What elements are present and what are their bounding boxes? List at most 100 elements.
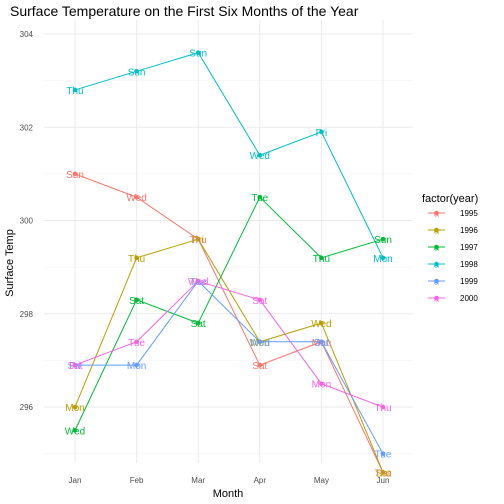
data-point xyxy=(380,470,386,475)
legend-label: 1996 xyxy=(460,226,478,235)
x-tick-label: Apr xyxy=(254,476,267,485)
legend-label: 1998 xyxy=(460,260,478,269)
series-line-1998 xyxy=(74,52,384,259)
data-label: Mon xyxy=(127,361,146,372)
data-point xyxy=(380,236,386,242)
point-labels: SunWedThuSatMonThuMonThuFriMonWedSatWedS… xyxy=(65,49,393,480)
data-label: Tue xyxy=(251,193,268,204)
data-label: Sat xyxy=(375,468,390,479)
legend-key-letter: a xyxy=(434,277,439,287)
data-label: Thu xyxy=(66,86,83,97)
legend-key-point xyxy=(434,210,439,216)
data-label: Wed xyxy=(250,338,270,349)
data-point xyxy=(195,278,201,284)
x-tick-label: Jan xyxy=(69,476,82,485)
data-label: Wed xyxy=(65,426,85,437)
data-label: Wed xyxy=(311,319,331,330)
data-label: Sat xyxy=(129,296,144,307)
data-point xyxy=(257,194,263,200)
data-point xyxy=(319,320,324,326)
y-tick-label: 300 xyxy=(20,217,34,226)
data-point xyxy=(319,381,324,387)
legend-key-point xyxy=(434,278,439,284)
legend-label: 1997 xyxy=(460,243,478,252)
data-label: Thu xyxy=(374,403,391,414)
data-label: Sat xyxy=(191,319,206,330)
data-point xyxy=(134,194,139,200)
legend-key-point xyxy=(434,244,439,250)
data-point xyxy=(319,339,324,345)
data-point xyxy=(134,255,139,261)
data-point xyxy=(195,320,201,326)
data-point xyxy=(134,297,139,303)
data-label: Fri xyxy=(316,128,328,139)
data-label: Sat xyxy=(252,361,267,372)
data-label: Mon xyxy=(312,380,331,391)
data-label: Mon xyxy=(312,338,331,349)
x-tick-label: Feb xyxy=(130,476,144,485)
data-label: Mon xyxy=(65,403,84,414)
data-point xyxy=(72,404,78,410)
data-label: Wed xyxy=(126,193,146,204)
legend: factor(year) a 1995 a 1996 a 1997 a 1998 a 1999 a 2… xyxy=(422,193,478,304)
data-point xyxy=(380,255,386,261)
data-label: Tue xyxy=(375,450,392,461)
data-point xyxy=(72,362,78,368)
data-label: Sun xyxy=(128,67,146,78)
data-point xyxy=(319,129,324,135)
x-axis-ticks: Jan Feb Mar Apr May Jun xyxy=(69,476,390,485)
legend-key-letter: a xyxy=(434,243,439,253)
x-tick-label: Mar xyxy=(191,476,205,485)
data-point xyxy=(134,362,139,368)
data-label: Mon xyxy=(250,338,269,349)
data-label: Thu xyxy=(374,468,391,479)
data-label: Sat xyxy=(252,296,267,307)
data-point xyxy=(72,428,78,433)
data-point xyxy=(380,451,386,456)
data-label: Thu xyxy=(313,254,330,265)
legend-label: 1999 xyxy=(460,277,478,286)
legend-key-point xyxy=(434,261,439,267)
x-tick-label: May xyxy=(314,476,329,485)
series-line-1996 xyxy=(74,238,384,473)
data-point xyxy=(257,297,263,303)
legend-label: 2000 xyxy=(460,294,478,303)
data-point xyxy=(195,236,201,242)
legend-key-point xyxy=(434,295,439,301)
series-line-1997 xyxy=(74,196,384,431)
series-line-2000 xyxy=(74,280,384,408)
data-label: Sun xyxy=(66,170,84,181)
legend-key-letter: a xyxy=(434,294,439,304)
series-line-1995 xyxy=(74,173,384,473)
data-label: Sat xyxy=(314,338,329,349)
data-point xyxy=(72,171,78,177)
y-tick-label: 304 xyxy=(20,30,34,39)
series-line-1999 xyxy=(75,280,384,454)
data-label: Sat xyxy=(67,361,82,372)
data-point xyxy=(380,404,386,410)
data-point xyxy=(257,362,263,368)
data-point xyxy=(257,339,263,345)
data-point xyxy=(134,339,139,345)
data-label: Thu xyxy=(190,235,207,246)
data-label: Sun xyxy=(189,49,207,60)
legend-label: 1995 xyxy=(460,209,478,218)
chart-title: Surface Temperature on the First Six Mon… xyxy=(10,3,359,19)
data-point xyxy=(257,152,263,158)
y-tick-label: 302 xyxy=(20,123,34,132)
y-tick-label: 298 xyxy=(20,310,34,319)
y-tick-label: 296 xyxy=(20,403,34,412)
data-label: Fri xyxy=(69,361,81,372)
legend-key-letter: a xyxy=(434,209,439,219)
grid xyxy=(44,20,413,463)
data-label: Fri xyxy=(192,235,204,246)
x-axis-title: Month xyxy=(213,488,244,500)
data-label: Sun xyxy=(374,235,392,246)
data-point xyxy=(195,50,201,55)
y-axis-title: Surface Temp xyxy=(4,229,16,297)
data-label: Wed xyxy=(250,151,270,162)
y-axis-ticks: 296 298 300 302 304 xyxy=(20,30,34,412)
legend-key-letter: a xyxy=(434,260,439,270)
legend-title: factor(year) xyxy=(422,193,478,205)
